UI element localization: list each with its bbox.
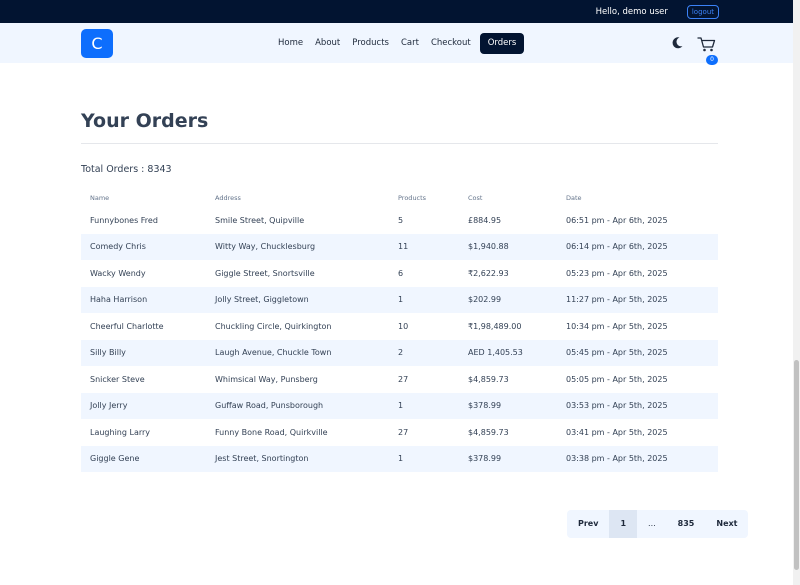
cell-cost: AED 1,405.53 (459, 339, 557, 366)
pagination: Prev 1 ... 835 Next (567, 510, 749, 538)
title-divider (81, 143, 718, 144)
nav-products[interactable]: Products (352, 38, 389, 48)
nav-about[interactable]: About (315, 38, 341, 48)
cell-products: 1 (389, 445, 459, 472)
cell-name: Giggle Gene (81, 445, 206, 472)
orders-table: Name Address Products Cost Date Funnybon… (81, 189, 718, 472)
prev-page-button[interactable]: Prev (578, 519, 599, 528)
cell-products: 2 (389, 339, 459, 366)
brand-logo[interactable]: C (81, 29, 113, 58)
cell-address: Giggle Street, Snortsville (215, 268, 315, 278)
header-date: Date (566, 194, 582, 202)
cell-date: 06:51 pm - Apr 6th, 2025 (566, 215, 668, 225)
cell-date: 11:27 pm - Apr 5th, 2025 (557, 286, 718, 313)
page-1-button[interactable]: 1 (609, 510, 638, 538)
header-address: Address (215, 194, 241, 202)
cell-cost: $1,940.88 (459, 233, 557, 260)
cell-cost: £884.95 (468, 215, 502, 225)
cell-name: Laughing Larry (90, 427, 151, 437)
cell-name: Cheerful Charlotte (90, 321, 164, 331)
table-row[interactable]: Comedy Chris Witty Way, Chucklesburg 11 … (81, 233, 718, 260)
moon-icon[interactable] (670, 36, 684, 50)
cart-count-badge: 0 (706, 55, 718, 65)
table-row[interactable]: Jolly Jerry Guffaw Road, Punsborough 1 $… (81, 392, 718, 419)
user-bar: Hello, demo user logout (0, 0, 800, 23)
cell-cost: $378.99 (459, 445, 557, 472)
header-name: Name (90, 194, 110, 202)
cell-cost: ₹1,98,489.00 (468, 321, 522, 331)
scrollbar-thumb[interactable] (794, 360, 799, 570)
cell-address: Whimsical Way, Punsberg (215, 374, 318, 384)
cell-date: 10:34 pm - Apr 5th, 2025 (566, 321, 668, 331)
cell-address: Guffaw Road, Punsborough (206, 392, 389, 419)
next-page-button[interactable]: Next (716, 519, 738, 528)
nav-orders[interactable]: Orders (479, 33, 525, 54)
user-greeting: Hello, demo user (595, 6, 668, 17)
vertical-scrollbar[interactable] (793, 0, 800, 585)
cell-name: Haha Harrison (81, 286, 206, 313)
cell-date: 03:38 pm - Apr 5th, 2025 (557, 445, 718, 472)
table-row[interactable]: Giggle Gene Jest Street, Snortington 1 $… (81, 445, 718, 472)
table-row[interactable]: Cheerful Charlotte Chuckling Circle, Qui… (81, 313, 718, 340)
cell-products: 10 (398, 321, 409, 331)
cell-products: 1 (389, 286, 459, 313)
nav-cart[interactable]: Cart (400, 38, 419, 48)
cell-products: 27 (398, 374, 409, 384)
cell-name: Wacky Wendy (90, 268, 146, 278)
cell-address: Jolly Street, Giggletown (206, 286, 389, 313)
cell-products: 5 (398, 215, 404, 225)
cell-name: Snicker Steve (90, 374, 145, 384)
cell-date: 05:05 pm - Apr 5th, 2025 (566, 374, 668, 384)
cell-date: 03:53 pm - Apr 5th, 2025 (557, 392, 718, 419)
nav-checkout[interactable]: Checkout (430, 38, 471, 48)
cell-cost: ₹2,622.93 (468, 268, 509, 278)
cell-cost: $4,859.73 (468, 427, 509, 437)
cell-products: 27 (398, 427, 409, 437)
page-last-button[interactable]: 835 (677, 519, 695, 528)
pagination-ellipsis: ... (648, 519, 656, 528)
cell-date: 05:23 pm - Apr 6th, 2025 (566, 268, 668, 278)
cell-date: 06:14 pm - Apr 6th, 2025 (557, 233, 718, 260)
cell-address: Chuckling Circle, Quirkington (215, 321, 332, 331)
cell-name: Jolly Jerry (81, 392, 206, 419)
header-products: Products (398, 194, 427, 202)
cell-address: Jest Street, Snortington (206, 445, 389, 472)
cell-name: Silly Billy (81, 339, 206, 366)
table-row[interactable]: Wacky Wendy Giggle Street, Snortsville 6… (81, 260, 718, 287)
header-cost: Cost (468, 194, 483, 202)
cell-name: Comedy Chris (81, 233, 206, 260)
cell-cost: $378.99 (459, 392, 557, 419)
nav-home[interactable]: Home (278, 38, 304, 48)
table-header-row: Name Address Products Cost Date (81, 189, 718, 207)
cell-products: 11 (389, 233, 459, 260)
cell-cost: $202.99 (459, 286, 557, 313)
cart-icon[interactable] (696, 35, 718, 53)
cell-date: 05:45 pm - Apr 5th, 2025 (557, 339, 718, 366)
cell-address: Laugh Avenue, Chuckle Town (206, 339, 389, 366)
cell-cost: $4,859.73 (468, 374, 509, 384)
nav-links: Home About Products Cart Checkout Orders (272, 33, 525, 54)
table-row[interactable]: Haha Harrison Jolly Street, Giggletown 1… (81, 286, 718, 313)
cell-address: Funny Bone Road, Quirkville (215, 427, 328, 437)
page-title: Your Orders (81, 110, 209, 132)
total-orders: Total Orders : 8343 (81, 164, 172, 175)
cell-products: 6 (398, 268, 404, 278)
table-row[interactable]: Silly Billy Laugh Avenue, Chuckle Town 2… (81, 339, 718, 366)
cell-date: 03:41 pm - Apr 5th, 2025 (566, 427, 668, 437)
table-row[interactable]: Snicker Steve Whimsical Way, Punsberg 27… (81, 366, 718, 393)
cell-address: Witty Way, Chucklesburg (206, 233, 389, 260)
table-row[interactable]: Laughing Larry Funny Bone Road, Quirkvil… (81, 419, 718, 446)
cell-address: Smile Street, Quipville (215, 215, 305, 225)
cell-products: 1 (389, 392, 459, 419)
cell-name: Funnybones Fred (90, 215, 158, 225)
logout-button[interactable]: logout (686, 4, 719, 19)
table-row[interactable]: Funnybones Fred Smile Street, Quipville … (81, 207, 718, 234)
main-navbar: C Home About Products Cart Checkout Orde… (0, 23, 800, 65)
